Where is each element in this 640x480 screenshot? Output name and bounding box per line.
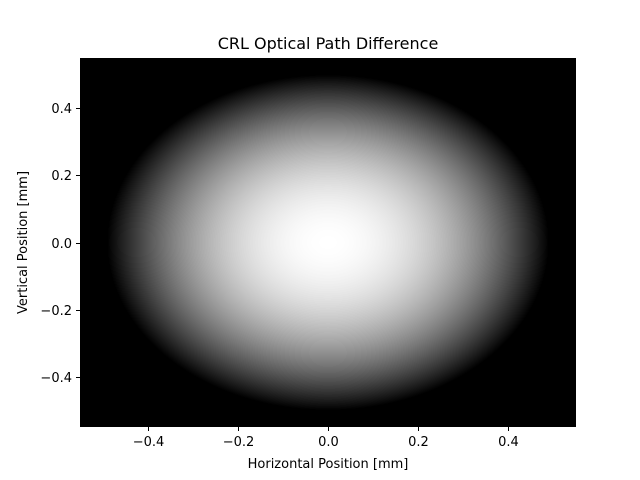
x-axis-label: Horizontal Position [mm]: [248, 457, 409, 472]
heatmap-image: [80, 58, 576, 427]
y-tick-label: 0.2: [51, 169, 72, 184]
y-axis-label: Vertical Position [mm]: [16, 171, 31, 314]
y-axis: −0.4 −0.2 0.0 0.2 0.4: [40, 102, 80, 386]
y-tick-label: 0.4: [51, 102, 72, 117]
x-tick-label: 0.0: [318, 435, 339, 450]
y-tick-label: −0.2: [40, 304, 72, 319]
x-tick-label: −0.4: [133, 435, 165, 450]
x-tick-label: 0.4: [498, 435, 519, 450]
x-axis: −0.4 −0.2 0.0 0.2 0.4: [133, 427, 519, 450]
chart-title: CRL Optical Path Difference: [218, 34, 439, 53]
x-tick-label: −0.2: [223, 435, 255, 450]
plot-frame: [80, 58, 576, 427]
y-tick-label: 0.0: [51, 237, 72, 252]
plot-area: [80, 58, 576, 427]
x-tick-label: 0.2: [408, 435, 429, 450]
y-tick-label: −0.4: [40, 371, 72, 386]
